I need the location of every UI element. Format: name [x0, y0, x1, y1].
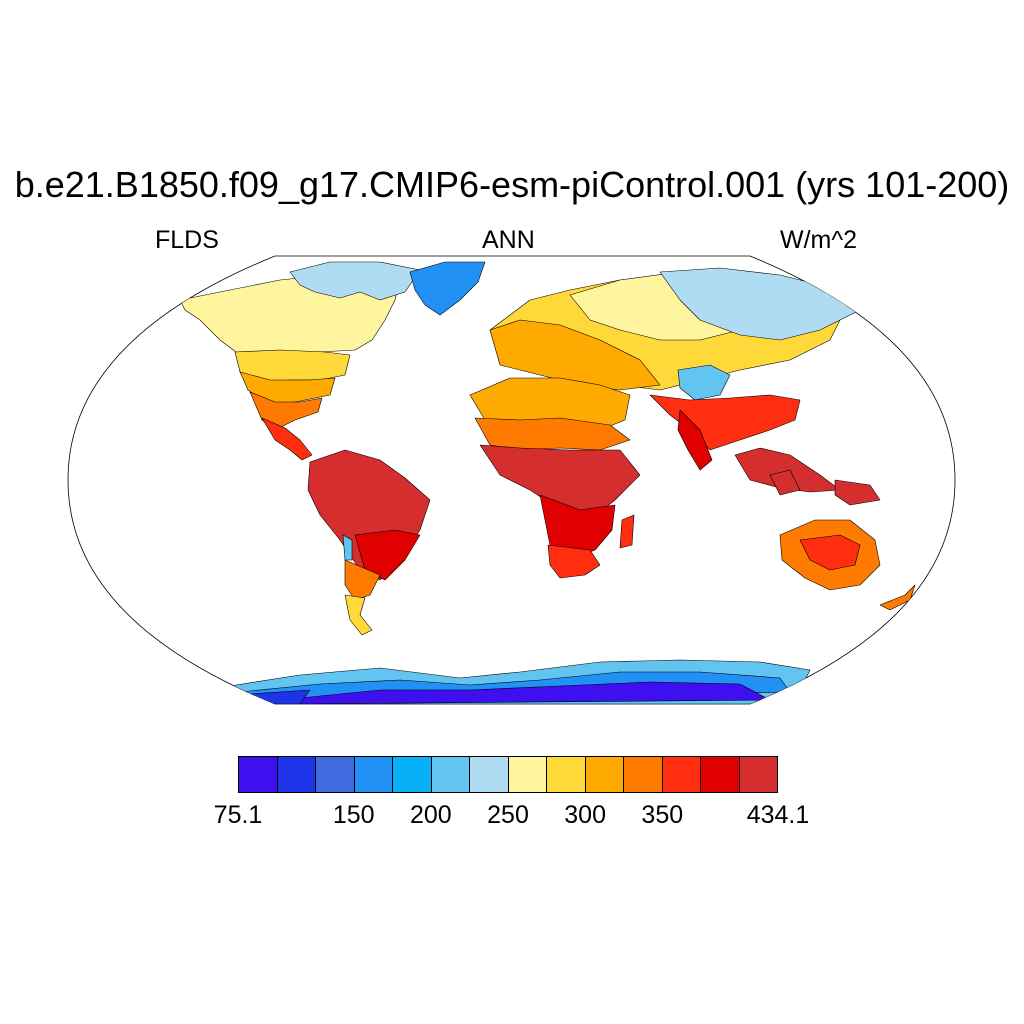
colorbar-swatch	[393, 757, 432, 792]
colorbar-swatch	[739, 757, 777, 792]
colorbar-tick-label: 434.1	[746, 801, 810, 829]
africa	[469, 377, 641, 579]
colorbar-swatch	[547, 757, 586, 792]
australia	[779, 519, 916, 611]
colorbar-swatch	[277, 757, 316, 792]
colorbar-tick-label: 350	[641, 801, 684, 829]
variable-label: FLDS	[155, 226, 219, 254]
colorbar-swatch	[508, 757, 547, 792]
colorbar	[238, 756, 778, 793]
colorbar-swatch	[239, 757, 278, 792]
colorbar-tick-label: 300	[564, 801, 606, 829]
season-label: ANN	[482, 226, 535, 254]
colorbar-tick-label: 200	[409, 801, 452, 829]
units-label: W/m^2	[780, 226, 858, 254]
greenland	[409, 261, 486, 316]
colorbar-swatch	[662, 757, 701, 792]
north-america	[179, 261, 421, 461]
colorbar-tick-label: 150	[332, 801, 375, 829]
colorbar-swatch	[354, 757, 393, 792]
colorbar-tick-label: 75.1	[213, 801, 263, 829]
colorbar-swatch	[701, 757, 740, 792]
colorbar-swatch	[470, 757, 509, 792]
antarctica	[229, 659, 811, 704]
colorbar-tick-label: 250	[487, 801, 529, 829]
maritime-continent	[734, 447, 881, 506]
plot-title: b.e21.B1850.f09_g17.CMIP6-esm-piControl.…	[14, 164, 1010, 205]
eurasia	[489, 267, 861, 471]
south-america	[307, 449, 431, 636]
colorbar-swatch	[316, 757, 355, 792]
colorbar-swatch	[624, 757, 663, 792]
colorbar-swatch	[585, 757, 624, 792]
colorbar-swatch	[431, 757, 470, 792]
